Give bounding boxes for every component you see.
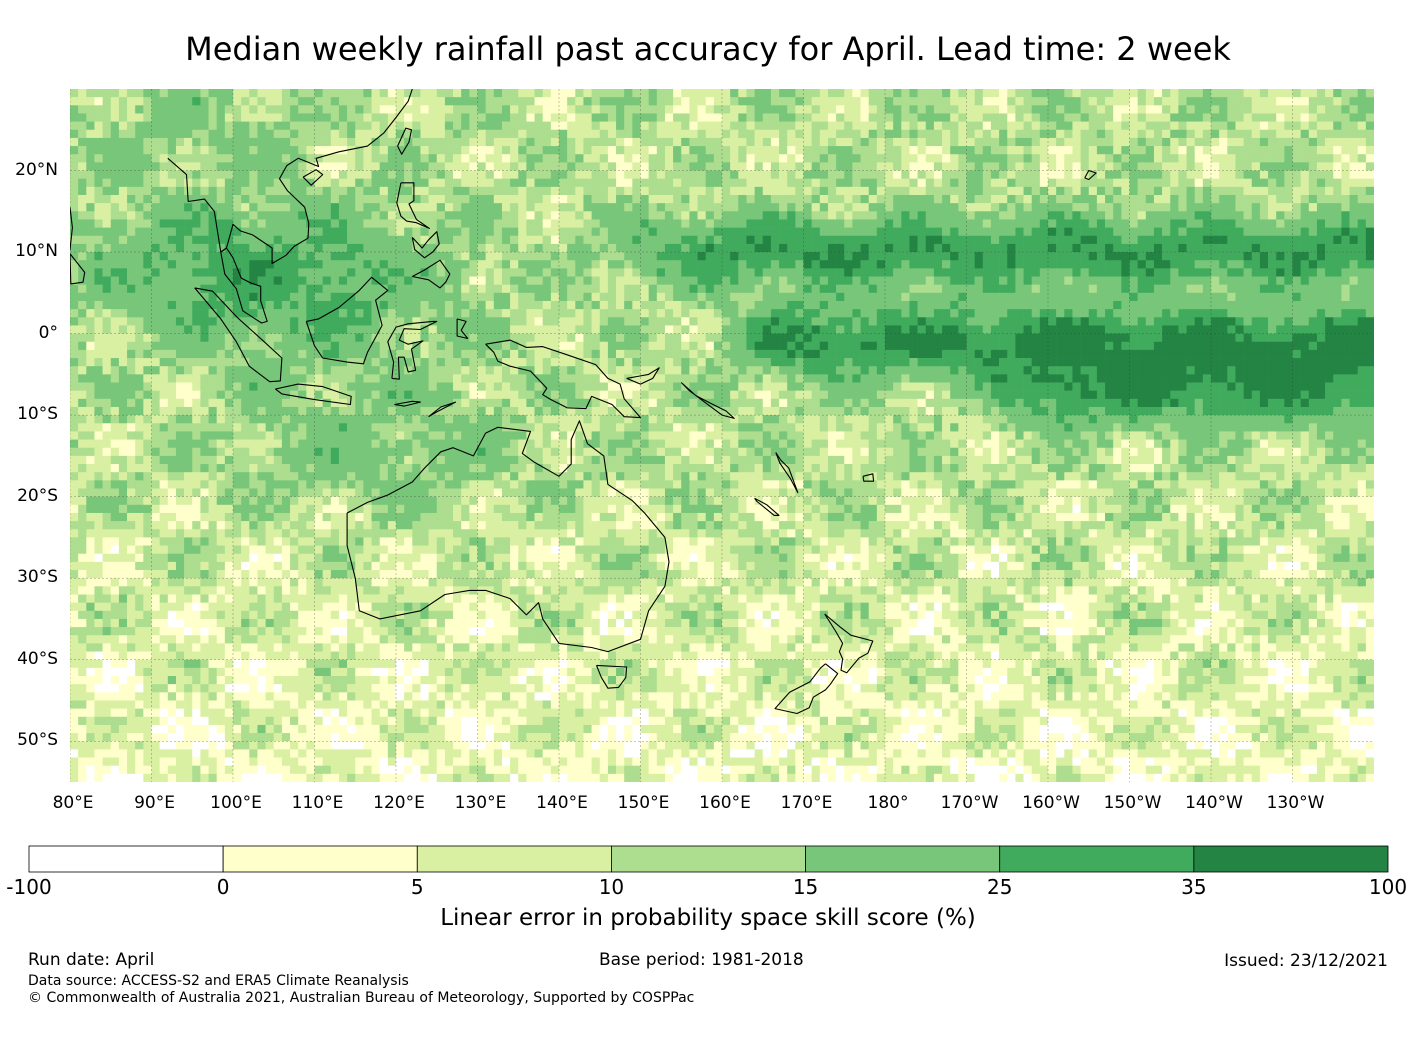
lat-label: 10°N [15, 241, 58, 262]
lon-label: 100°E [210, 793, 262, 813]
lon-label: 160°W [1022, 793, 1080, 813]
colorbar-tick-label: 35 [1181, 875, 1207, 899]
colorbar-bin [416, 845, 612, 873]
lat-label: 40°S [17, 648, 58, 669]
sri-lanka-coastline [70, 253, 86, 285]
lat-label: 20°S [17, 485, 58, 506]
flores-coastline [394, 400, 421, 407]
issued-date: Issued: 23/12/2021 [1224, 951, 1388, 971]
lon-label: 150°W [1103, 793, 1162, 813]
graticule [70, 89, 1374, 782]
hainan-coastline [302, 169, 324, 186]
lon-label: 120°E [373, 793, 425, 813]
colorbar-bin [222, 845, 418, 873]
sumatra-coastline [194, 287, 283, 383]
java-coastline [275, 383, 352, 406]
lat-label: 50°S [17, 730, 58, 751]
colorbar [28, 845, 1389, 873]
lon-label: 140°E [536, 793, 588, 813]
tasmania-coastline [595, 664, 628, 689]
lon-label: 130°E [454, 793, 507, 813]
halmahera-coastline [456, 318, 469, 340]
vanuatu-coastline [775, 452, 799, 494]
colorbar-tick-label: 25 [986, 875, 1013, 899]
copyright: © Commonwealth of Australia 2021, Austra… [28, 990, 695, 1006]
malay-peninsula-coastline [220, 247, 268, 324]
solomon-islands-coastline [680, 382, 735, 419]
fiji-coastline [862, 473, 875, 482]
lat-label: 20°N [15, 159, 58, 180]
colorbar-label: Linear error in probability space skill … [440, 905, 976, 931]
lon-label: 80°E [52, 793, 94, 813]
new-britain-coastline [626, 367, 660, 385]
lon-label: 130°W [1266, 793, 1325, 813]
map-title: Median weekly rainfall past accuracy for… [185, 30, 1231, 68]
indochina-coastline [167, 89, 413, 265]
colorbar-tick-label: 100 [1368, 875, 1408, 899]
lon-label: 110°E [291, 793, 344, 813]
lon-label: 90°E [134, 793, 175, 813]
lat-label: 0° [38, 322, 58, 343]
taiwan-coastline [397, 127, 413, 155]
colorbar-bin [28, 845, 224, 873]
mindanao-coastline [412, 259, 451, 289]
hawaii-coastline [1084, 169, 1097, 181]
lat-label: 10°S [17, 404, 58, 425]
colorbar-tick-label: 0 [216, 875, 230, 899]
visayas-coastline [411, 231, 440, 259]
run-date: Run date: April [28, 950, 155, 970]
lon-label: 170°E [780, 793, 833, 813]
colorbar-bin [611, 845, 806, 873]
lon-label: 180° [867, 793, 909, 813]
colorbar-tick-label: -100 [6, 875, 52, 899]
colorbar-tick-label: 15 [792, 875, 819, 899]
colorbar-bin [1193, 845, 1389, 873]
australia-coastline [346, 420, 670, 653]
lon-label: 150°E [617, 793, 670, 813]
luzon-coastline [396, 182, 430, 229]
borneo-coastline [305, 276, 389, 365]
timor-coastline [428, 401, 457, 418]
base-period: Base period: 1981-2018 [599, 950, 804, 970]
skill-score-map [70, 89, 1374, 782]
colorbar-tick-label: 10 [598, 875, 625, 899]
data-source: Data source: ACCESS-S2 and ERA5 Climate … [28, 973, 409, 989]
colorbar-bin [805, 845, 1001, 873]
new-caledonia-coastline [754, 497, 780, 516]
lat-label: 30°S [17, 567, 58, 588]
sulawesi-coastline [387, 320, 438, 380]
india-coastline [70, 207, 73, 251]
lon-label: 140°W [1185, 793, 1243, 813]
new-guinea-coastline [485, 339, 642, 419]
coastlines [70, 89, 1097, 715]
lon-label: 160°E [699, 793, 751, 813]
colorbar-bin [999, 845, 1195, 873]
lon-label: 170°W [940, 793, 999, 813]
new-zealand-north-coastline [824, 613, 874, 674]
new-zealand-south-coastline [774, 663, 839, 715]
skill-score-grid [70, 89, 1374, 782]
colorbar-tick-label: 5 [410, 875, 424, 899]
